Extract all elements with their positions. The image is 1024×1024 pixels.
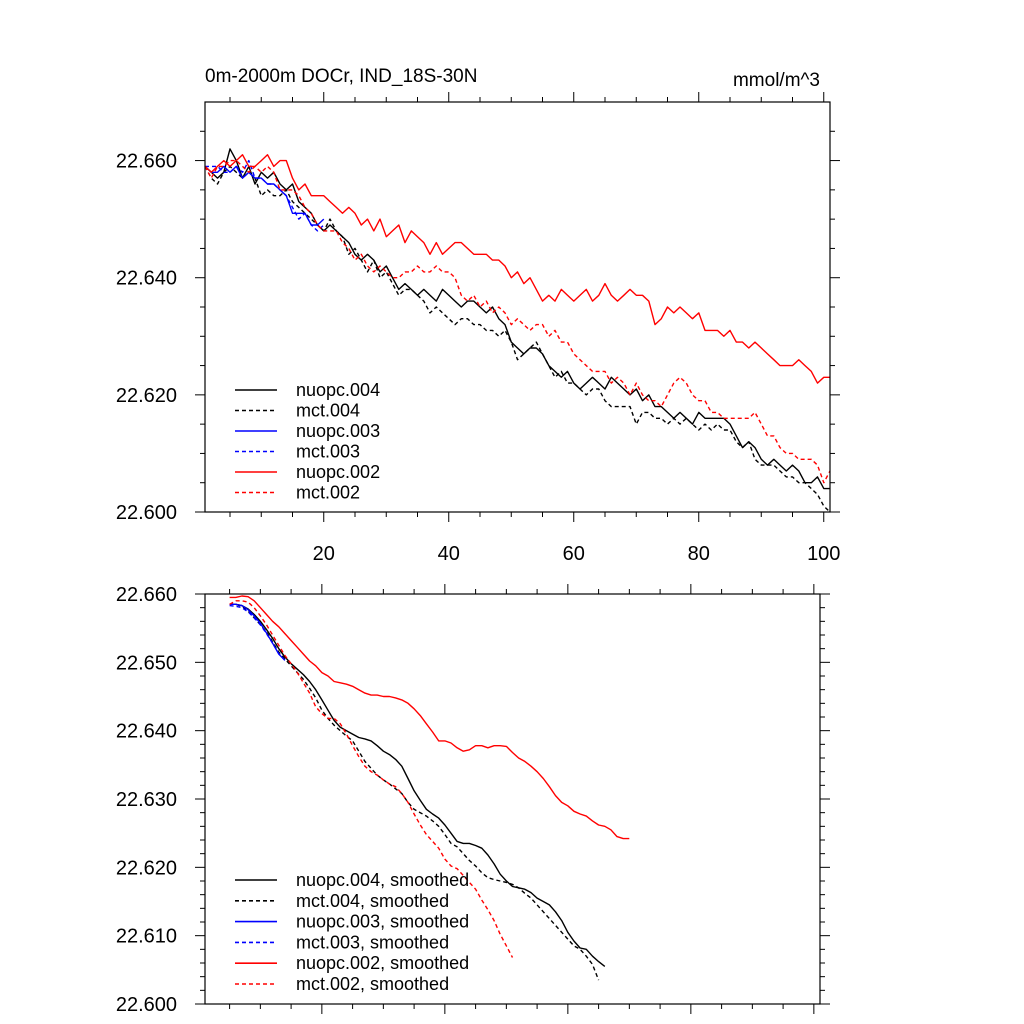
- series-line-nuopc-002-smoothed: [229, 595, 630, 840]
- y-tick-label: 22.660: [116, 584, 177, 606]
- y-tick-label: 22.620: [116, 385, 177, 407]
- x-tick-label: 80: [688, 543, 710, 565]
- x-tick-label: 20: [313, 543, 335, 565]
- top-axes-ticks: 20 40 60 80 100 22.600 22.620 22.640 22.660: [116, 92, 840, 565]
- bottom-series-lines: [229, 595, 630, 981]
- chart-title: 0m-2000m DOCr, IND_18S-30N: [205, 66, 477, 87]
- series-line-nuopc-002: [204, 153, 830, 384]
- legend-label: nuopc.004: [296, 380, 380, 400]
- series-line-mct-003: [205, 159, 325, 232]
- x-tick-label: 40: [438, 543, 460, 565]
- series-line-mct-002-smoothed: [229, 600, 514, 958]
- legend-label: nuopc.003: [296, 421, 380, 441]
- series-line-mct-003-smoothed: [229, 604, 286, 661]
- legend-label: nuopc.002: [296, 462, 380, 482]
- series-line-mct-004-smoothed: [229, 603, 600, 981]
- legend-label: nuopc.004, smoothed: [296, 870, 469, 890]
- top-legend: nuopc.004mct.004nuopc.003mct.003nuopc.00…: [235, 380, 380, 503]
- bottom-axes-ticks: 22.600 22.610 22.620 22.630 22.640 22.650 22.6…: [116, 584, 830, 1016]
- top-series-lines: [204, 148, 831, 513]
- y-tick-label: 22.640: [116, 721, 177, 743]
- y-tick-label: 22.600: [116, 502, 177, 524]
- y-tick-label: 22.660: [116, 151, 177, 173]
- series-line-mct-004: [204, 165, 831, 513]
- top-plot-frame: [204, 101, 831, 513]
- legend-label: mct.002, smoothed: [296, 974, 449, 994]
- y-tick-label: 22.620: [116, 857, 177, 879]
- legend-label: mct.004, smoothed: [296, 891, 449, 911]
- series-line-mct-002: [204, 159, 831, 484]
- x-tick-label: 60: [563, 543, 585, 565]
- y-tick-label: 22.600: [116, 994, 177, 1016]
- y-tick-label: 22.650: [116, 652, 177, 674]
- legend-label: mct.004: [296, 401, 360, 421]
- top-chart: 0m-2000m DOCr, IND_18S-30N mmol/m^3 20 40…: [116, 66, 841, 565]
- legend-label: nuopc.002, smoothed: [296, 953, 469, 973]
- legend-label: mct.003, smoothed: [296, 932, 449, 952]
- legend-label: nuopc.003, smoothed: [296, 912, 469, 932]
- bottom-plot-frame: [204, 593, 821, 1005]
- y-tick-label: 22.640: [116, 268, 177, 290]
- units-label: mmol/m^3: [733, 70, 820, 91]
- bottom-chart: 22.600 22.610 22.620 22.630 22.640 22.650 22.6…: [116, 584, 830, 1016]
- series-line-nuopc-004-smoothed: [229, 603, 606, 967]
- x-tick-label: 100: [807, 543, 840, 565]
- legend-label: mct.002: [296, 483, 360, 503]
- y-tick-label: 22.630: [116, 789, 177, 811]
- legend-label: mct.003: [296, 442, 360, 462]
- y-tick-label: 22.610: [116, 926, 177, 948]
